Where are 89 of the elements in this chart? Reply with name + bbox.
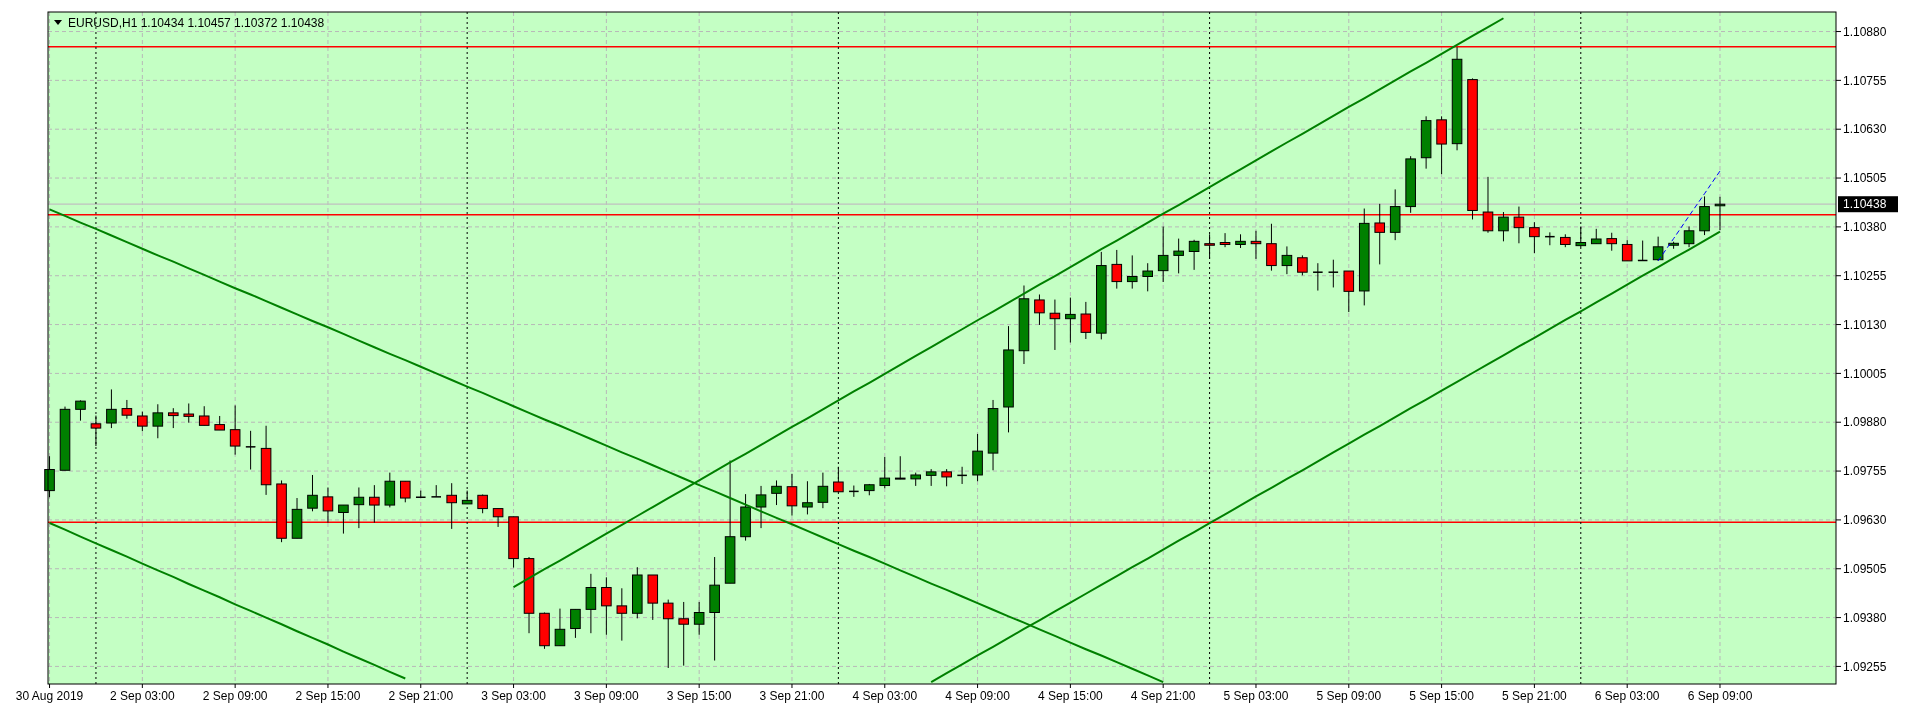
x-tick-label: 5 Sep 15:00: [1409, 689, 1475, 703]
y-tick-label: 1.10005: [1843, 366, 1887, 381]
candlestick: [1281, 245, 1293, 275]
x-tick-label: 5 Sep 03:00: [1223, 689, 1289, 703]
candlestick: [183, 402, 195, 424]
line-series: [48, 522, 407, 680]
candlestick: [384, 472, 396, 508]
candlestick: [1126, 254, 1138, 290]
y-tick-label: 1.09755: [1843, 464, 1887, 479]
candlestick: [106, 388, 117, 429]
ref-line-label: 1.10438: [1843, 197, 1887, 212]
x-tick-label: 3 Sep 03:00: [481, 689, 547, 703]
candlestick: [570, 608, 581, 639]
x-tick-label: 2 Sep 03:00: [109, 689, 176, 703]
x-tick-label: 2 Sep 15:00: [295, 689, 361, 703]
candlestick: [585, 573, 597, 634]
y-tick-label: 1.09505: [1843, 561, 1887, 576]
candlestick: [1034, 293, 1045, 326]
candlestick: [1157, 225, 1169, 283]
candlestick: [678, 601, 689, 667]
y-tick-label: 1.10630: [1843, 122, 1887, 137]
candlestick: [121, 399, 133, 420]
candlestick: [1188, 239, 1200, 271]
y-tick-label: 1.10880: [1843, 24, 1887, 39]
x-tick-label: 6 Sep 03:00: [1594, 689, 1660, 703]
candlestick: [879, 456, 891, 489]
candlestick: [771, 479, 782, 506]
x-tick-label: 3 Sep 15:00: [666, 689, 732, 703]
candlestick: [693, 601, 705, 636]
candlestick: [245, 430, 257, 471]
candlestick: [802, 480, 813, 515]
candlestick: [1080, 301, 1092, 340]
x-tick-label: 30 Aug 2019: [15, 689, 84, 703]
y-tick-label: 1.09630: [1843, 513, 1887, 528]
candlestick: [167, 407, 179, 429]
candlestick: [400, 480, 411, 503]
candlestick: [786, 473, 798, 517]
candlestick: [1173, 238, 1184, 274]
candlestick: [307, 474, 318, 512]
candlestick: [1621, 239, 1633, 262]
y-tick-label: 1.10380: [1843, 220, 1887, 235]
candlestick: [1327, 259, 1339, 288]
candlestick: [1312, 262, 1324, 292]
candlestick: [1049, 299, 1061, 351]
x-tick-label: 4 Sep 15:00: [1038, 689, 1104, 703]
candlestick: [972, 433, 983, 482]
y-tick-label: 1.09380: [1843, 610, 1887, 625]
candlestick: [1142, 262, 1154, 292]
candlestick: [1219, 232, 1231, 248]
candlestick: [430, 484, 442, 498]
candlestick: [894, 455, 906, 480]
y-tick-label: 1.10130: [1843, 317, 1887, 332]
x-tick-label: 6 Sep 09:00: [1687, 689, 1753, 703]
candlestick: [1343, 270, 1355, 313]
candlestick: [338, 504, 349, 535]
x-tick-label: 4 Sep 09:00: [945, 689, 1011, 703]
candlestick: [1065, 297, 1076, 344]
chart-title: EURUSD,H1 1.10434 1.10457 1.10372 1.10438: [68, 16, 325, 30]
x-tick-label: 4 Sep 03:00: [852, 689, 918, 703]
candlestick: [229, 404, 241, 456]
candlestick: [1652, 236, 1664, 262]
candlestick: [662, 599, 674, 669]
candlestick: [554, 608, 566, 647]
y-tick-label: 1.10255: [1843, 268, 1887, 283]
candlestick: [755, 485, 767, 529]
candlestick: [1529, 221, 1540, 254]
y-tick-label: 1.10755: [1843, 73, 1887, 88]
candlestick: [152, 403, 164, 439]
candlestick: [353, 486, 365, 529]
x-tick-label: 4 Sep 21:00: [1130, 689, 1196, 703]
candlestick: [616, 587, 628, 642]
candlestick: [198, 405, 210, 426]
y-tick-label: 1.10505: [1843, 171, 1887, 186]
x-tick-label: 3 Sep 21:00: [759, 689, 825, 703]
x-tick-label: 5 Sep 21:00: [1502, 689, 1568, 703]
x-tick-label: 2 Sep 21:00: [388, 689, 454, 703]
candlestick: [1266, 223, 1277, 272]
candlestick: [1111, 249, 1123, 290]
candlestick: [601, 576, 612, 636]
y-tick-label: 1.09255: [1843, 659, 1887, 674]
x-tick-label: 3 Sep 09:00: [574, 689, 640, 703]
candlestick: [1297, 254, 1308, 276]
x-tick-label: 2 Sep 09:00: [202, 689, 268, 703]
candlestick: [75, 399, 86, 422]
candlestick: [137, 411, 148, 432]
candlestick: [817, 472, 829, 509]
y-tick-label: 1.09880: [1843, 415, 1887, 430]
candlestick: [1498, 211, 1509, 242]
x-tick-label: 5 Sep 09:00: [1316, 689, 1382, 703]
